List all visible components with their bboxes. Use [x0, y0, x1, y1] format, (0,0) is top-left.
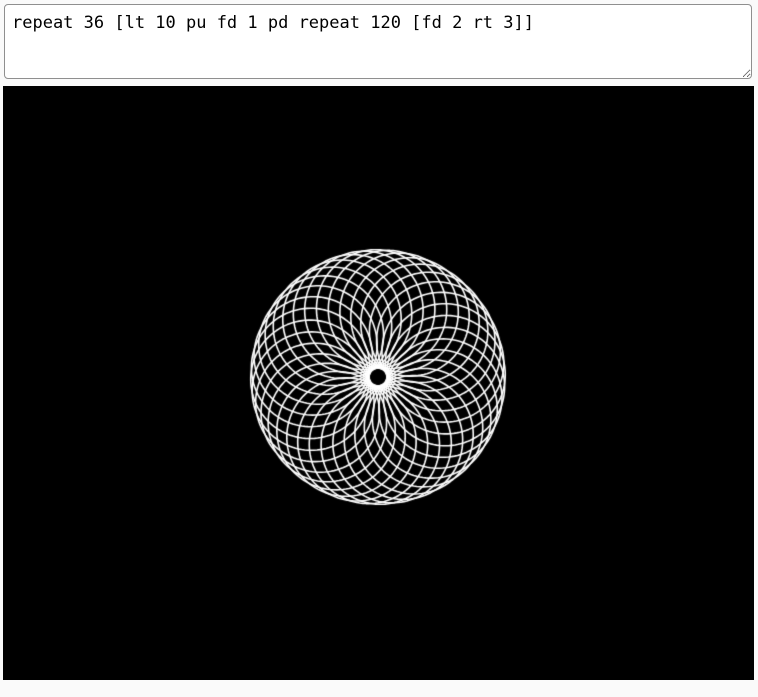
turtle-graphics-canvas [3, 86, 754, 680]
logo-command-input[interactable]: repeat 36 [lt 10 pu fd 1 pd repeat 120 [… [4, 4, 752, 79]
logo-interpreter-app: repeat 36 [lt 10 pu fd 1 pd repeat 120 [… [0, 4, 758, 697]
